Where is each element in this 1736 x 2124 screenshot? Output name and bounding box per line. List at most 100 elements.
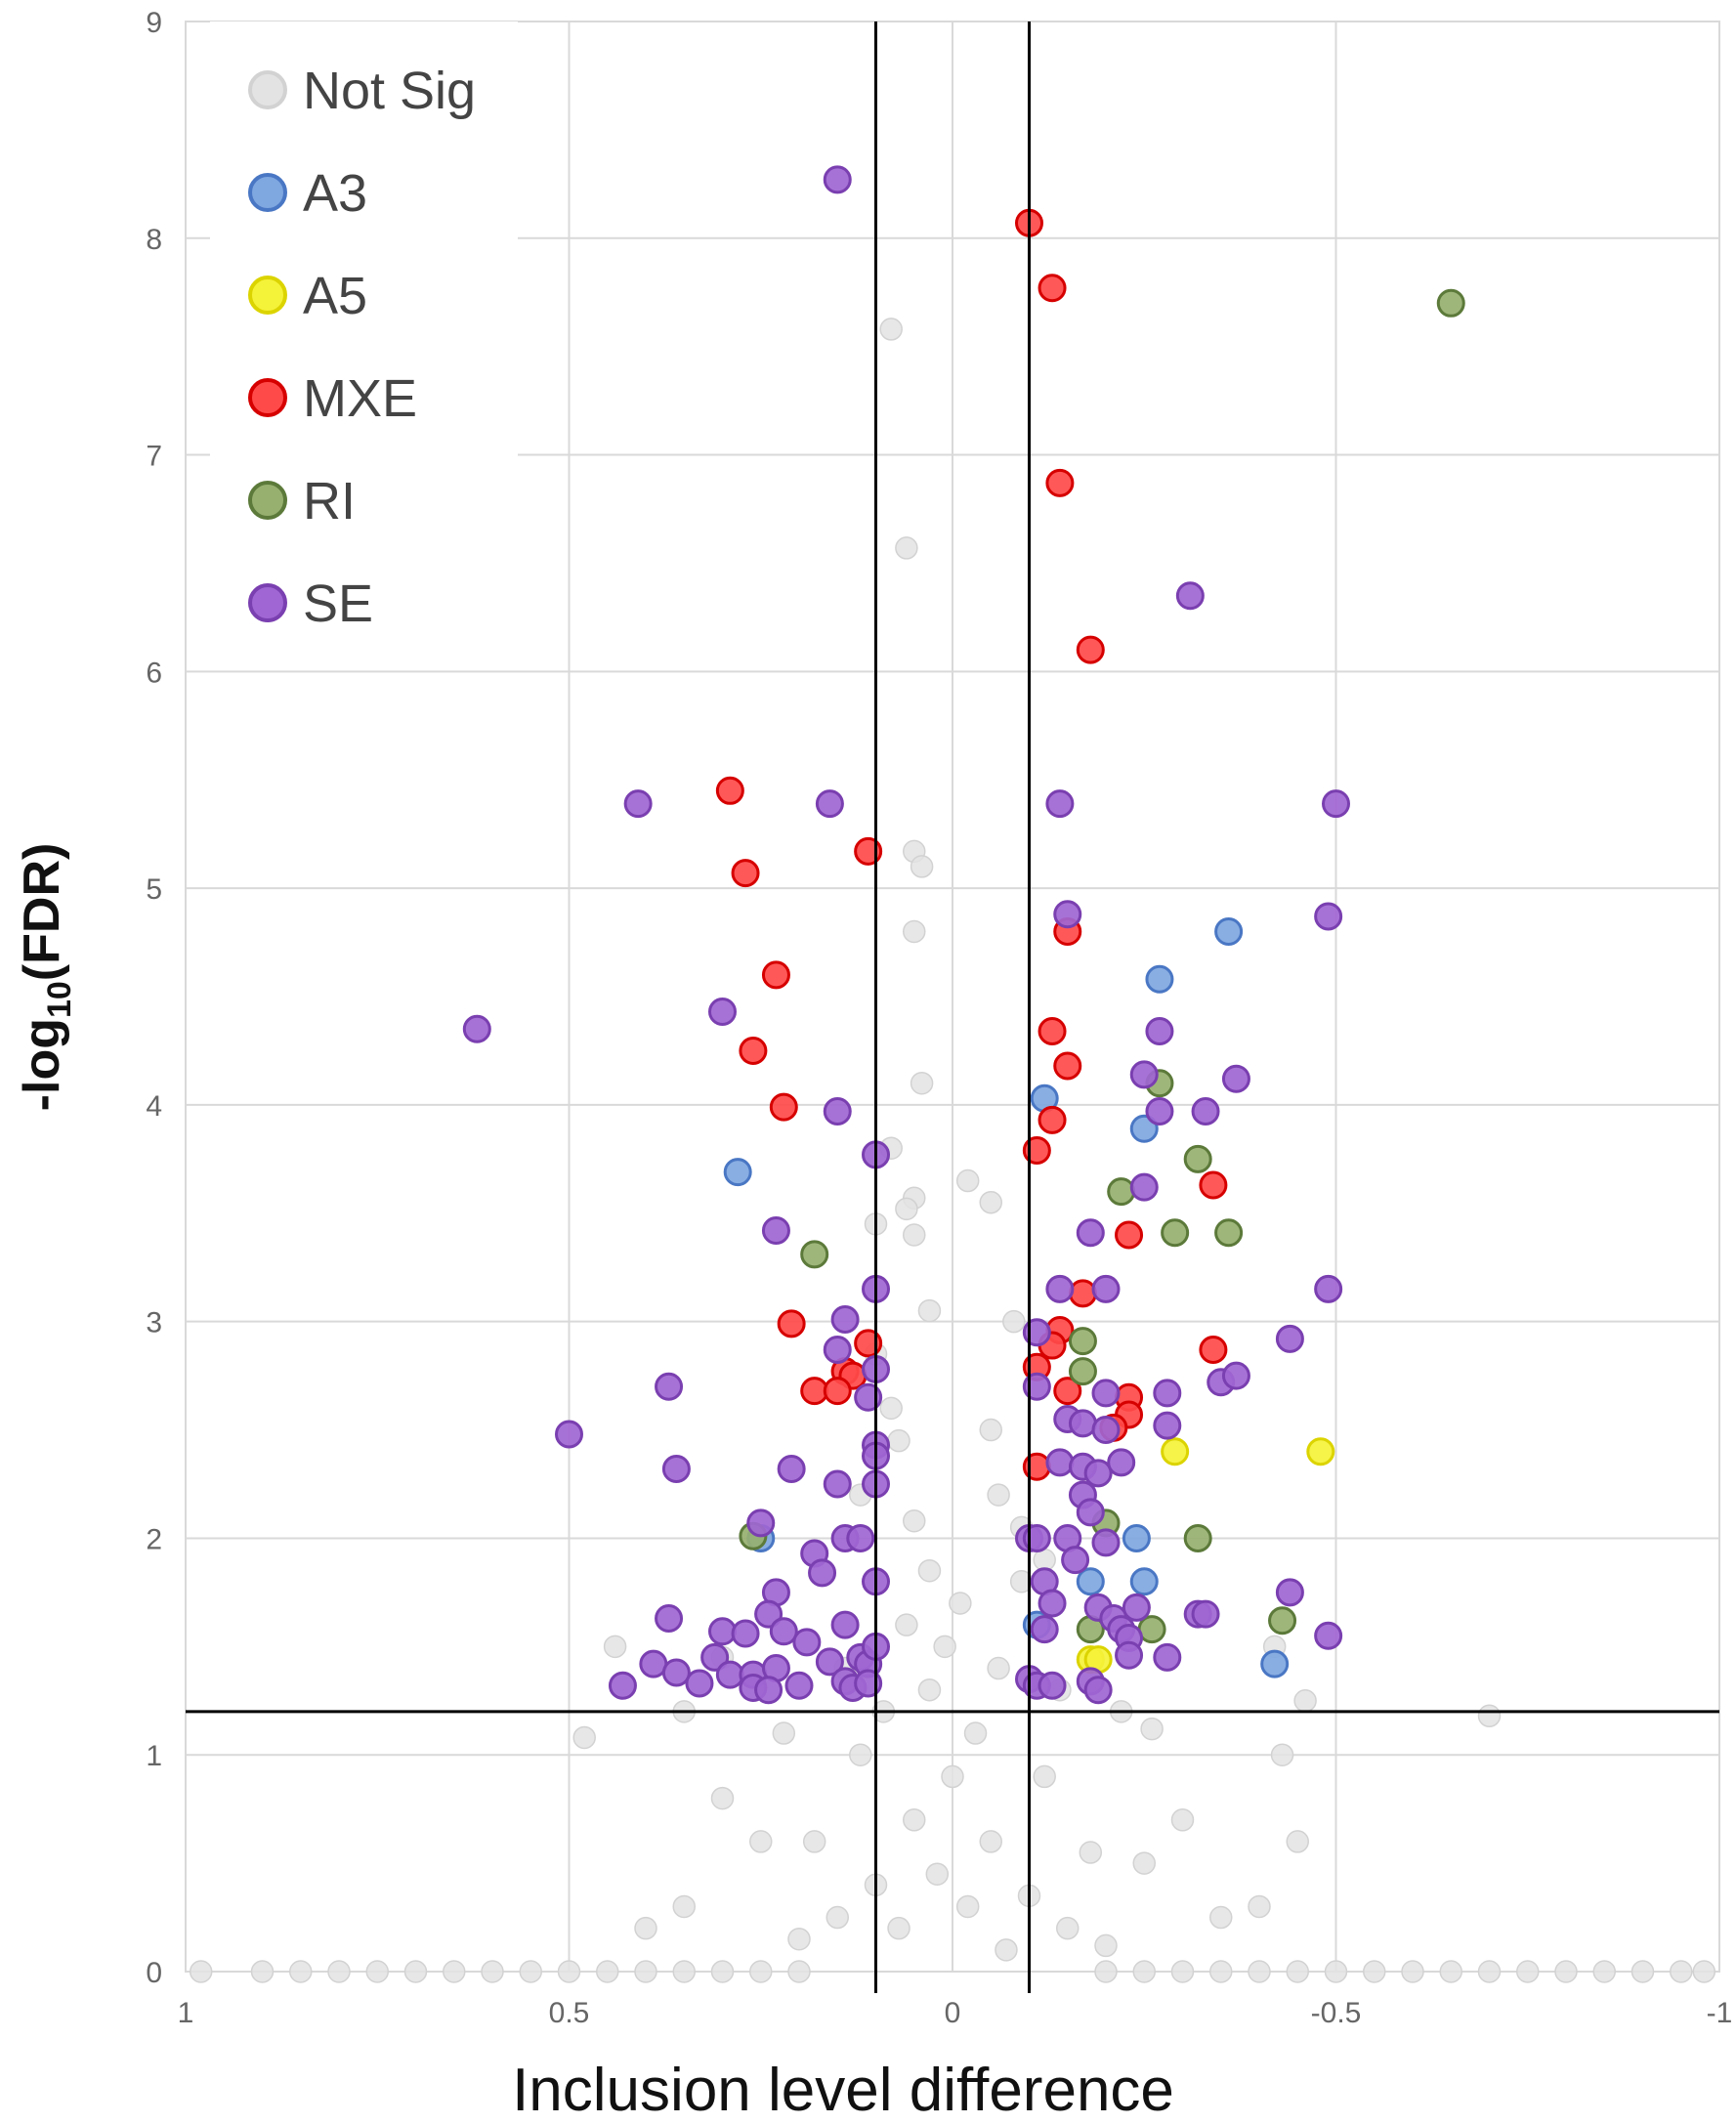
threshold-lines xyxy=(186,21,1719,1993)
data-point xyxy=(1037,1671,1067,1700)
data-point xyxy=(731,859,760,888)
data-point xyxy=(1083,1676,1113,1705)
data-point xyxy=(1270,1743,1294,1766)
data-point xyxy=(895,536,918,560)
data-point xyxy=(1091,1416,1121,1445)
data-point xyxy=(1170,1960,1195,1983)
data-point xyxy=(887,1916,910,1940)
series-se xyxy=(462,165,1350,1705)
data-point xyxy=(1122,1593,1151,1622)
y-tick-label: 8 xyxy=(146,224,162,256)
x-tick-label: 0 xyxy=(945,1997,961,2029)
legend-label: Not Sig xyxy=(303,62,476,120)
data-point xyxy=(1037,1105,1067,1134)
data-point xyxy=(1436,288,1465,318)
data-point xyxy=(823,1377,852,1406)
data-point xyxy=(723,1158,752,1187)
data-point xyxy=(596,1960,619,1983)
y-axis-title-tail: (FDR) xyxy=(14,843,70,982)
legend-item: Not Sig xyxy=(248,62,476,120)
data-point xyxy=(189,1960,213,1983)
data-point xyxy=(1037,274,1067,303)
data-point xyxy=(1061,1546,1090,1575)
data-point xyxy=(481,1960,504,1983)
data-point xyxy=(895,1613,918,1636)
x-tick-label: 0.5 xyxy=(549,1997,590,2029)
data-point xyxy=(895,1197,918,1221)
data-point xyxy=(623,789,653,819)
y-tick-label: 1 xyxy=(146,1740,162,1772)
data-point xyxy=(784,1671,814,1700)
data-point xyxy=(1191,1097,1220,1126)
data-point xyxy=(1248,1960,1271,1983)
legend-label: SE xyxy=(303,574,373,633)
data-point xyxy=(1183,1523,1212,1552)
data-point xyxy=(823,165,852,194)
legend-label: RI xyxy=(303,472,356,531)
data-point xyxy=(1670,1960,1693,1983)
data-point xyxy=(1094,1960,1118,1983)
x-tick-label: -0.5 xyxy=(1311,1997,1362,2029)
legend-background xyxy=(210,21,518,627)
data-points xyxy=(189,165,1716,1983)
data-point xyxy=(672,1894,696,1919)
data-point xyxy=(1554,1960,1578,1983)
data-point xyxy=(1045,1448,1075,1477)
data-point xyxy=(1592,1960,1616,1983)
data-point xyxy=(1115,1640,1144,1670)
data-point xyxy=(1132,1960,1156,1983)
data-point xyxy=(769,1617,798,1646)
data-point xyxy=(777,1309,806,1338)
data-point xyxy=(815,1647,844,1677)
data-point xyxy=(1439,1960,1462,1983)
data-point xyxy=(963,1721,988,1745)
data-point xyxy=(1068,1327,1097,1356)
data-point xyxy=(925,1862,950,1886)
data-point xyxy=(769,1092,798,1122)
data-point xyxy=(903,919,926,944)
data-point xyxy=(289,1960,313,1983)
data-point xyxy=(1068,1409,1097,1438)
data-point xyxy=(661,1454,691,1483)
x-tick-label: 1 xyxy=(178,1997,194,2029)
data-point xyxy=(1132,1851,1156,1875)
data-point xyxy=(1094,1933,1118,1958)
data-point xyxy=(661,1658,691,1687)
data-point xyxy=(1030,1615,1059,1644)
data-point xyxy=(917,1298,942,1323)
data-point xyxy=(327,1960,351,1983)
data-point xyxy=(955,1894,980,1919)
data-point xyxy=(634,1960,657,1983)
data-point xyxy=(1401,1960,1424,1983)
data-point xyxy=(879,318,903,341)
legend-marker xyxy=(248,583,287,622)
legend-item: A3 xyxy=(248,164,367,223)
legend-marker xyxy=(248,276,287,315)
data-point xyxy=(917,1678,942,1702)
data-point xyxy=(1477,1960,1502,1983)
data-point xyxy=(941,1764,964,1789)
data-point xyxy=(933,1635,956,1659)
data-point xyxy=(557,1960,581,1983)
data-point xyxy=(1053,1377,1082,1406)
data-point xyxy=(1091,1274,1121,1303)
data-point xyxy=(1053,900,1082,929)
data-point xyxy=(830,1304,860,1334)
data-point xyxy=(710,1786,735,1810)
data-point xyxy=(655,1372,684,1401)
data-point xyxy=(754,1676,783,1705)
data-point xyxy=(830,1610,860,1639)
data-point xyxy=(1002,1309,1026,1334)
legend-label: MXE xyxy=(303,369,417,428)
data-point xyxy=(1314,1621,1343,1650)
data-point xyxy=(1076,1567,1105,1596)
data-point xyxy=(1068,1279,1097,1308)
data-point xyxy=(365,1960,389,1983)
y-tick-label: 0 xyxy=(146,1957,162,1989)
data-point xyxy=(917,1558,942,1583)
data-point xyxy=(1161,1218,1190,1248)
data-point xyxy=(979,1190,1002,1214)
data-point xyxy=(1079,1841,1103,1864)
data-point xyxy=(1221,1361,1250,1390)
